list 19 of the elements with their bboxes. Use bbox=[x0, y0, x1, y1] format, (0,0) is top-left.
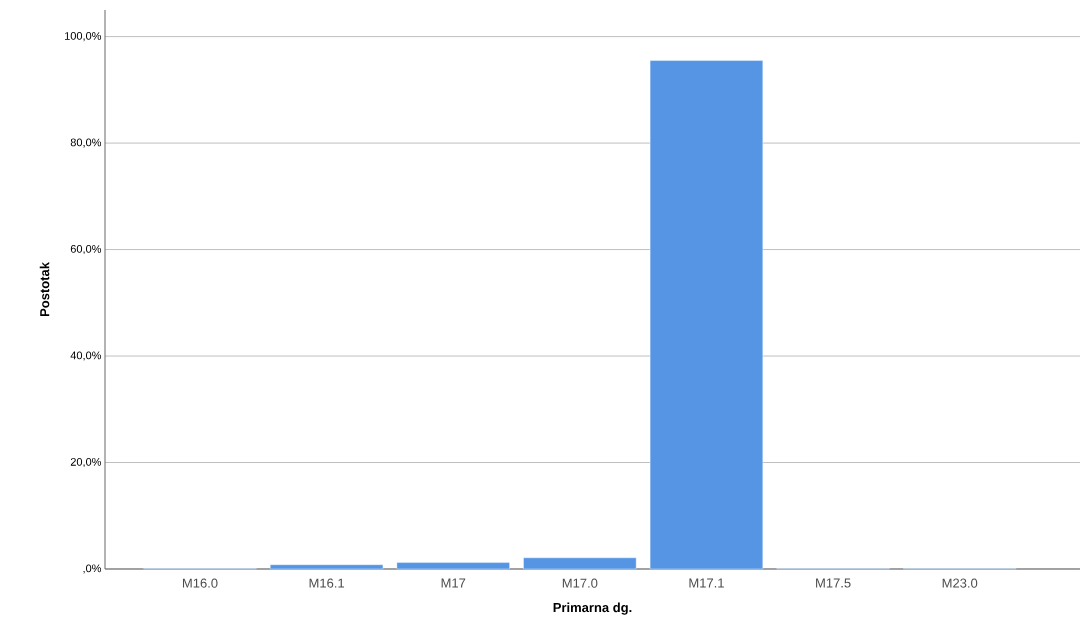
x-axis-title: Primarna dg. bbox=[553, 602, 632, 615]
bar bbox=[396, 562, 510, 570]
bar bbox=[270, 564, 384, 570]
x-tick-label: M17.1 bbox=[689, 578, 724, 588]
y-tick-label: 100,0% bbox=[65, 32, 102, 42]
x-tick-label: M23.0 bbox=[942, 578, 978, 588]
y-tick-label: 60,0% bbox=[70, 245, 102, 255]
x-tick-label: M17.5 bbox=[816, 578, 851, 588]
bar bbox=[523, 557, 637, 570]
x-tick-label: M17 bbox=[441, 578, 466, 588]
bar bbox=[649, 60, 764, 570]
y-tick-label: ,0% bbox=[83, 564, 102, 574]
y-tick-label: 80,0% bbox=[70, 138, 102, 148]
x-tick-label: M17.0 bbox=[562, 578, 598, 588]
y-tick-label: 40,0% bbox=[70, 351, 102, 361]
x-tick-label: M16.1 bbox=[309, 578, 345, 588]
x-tick-label: M16.0 bbox=[182, 578, 218, 588]
y-tick-label: 20,0% bbox=[70, 457, 102, 468]
y-axis-title: Postotak bbox=[39, 262, 50, 317]
